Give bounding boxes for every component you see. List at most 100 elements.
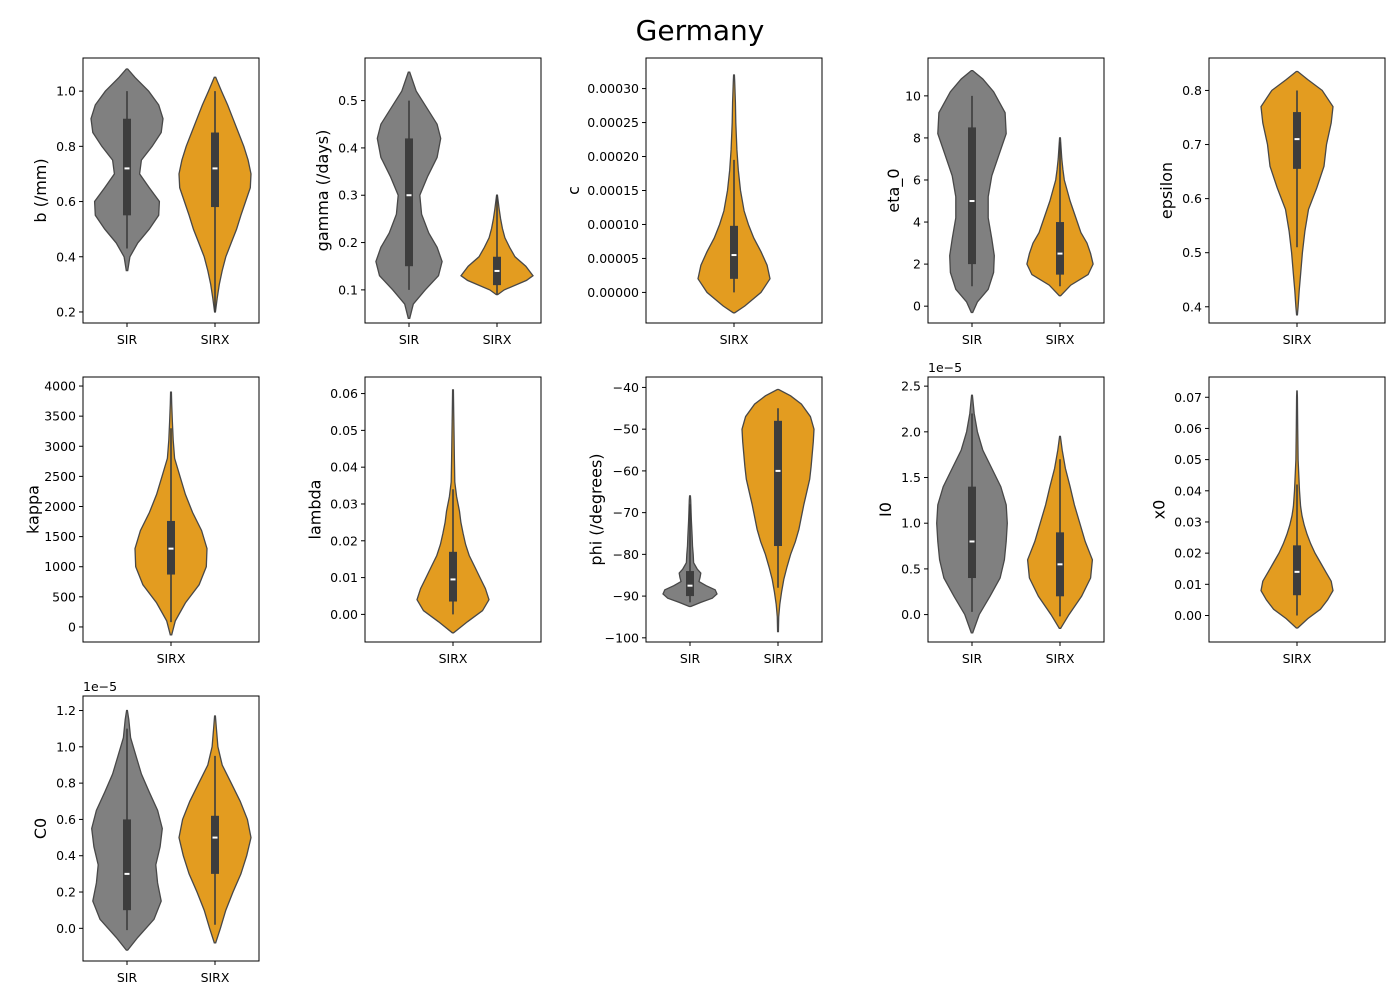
x-tick-label: SIR [117,970,138,985]
iqr-box-SIR [968,127,976,265]
iqr-box-SIRX [1293,112,1301,169]
y-tick-label: 6 [913,172,921,187]
median-SIRX [1294,570,1300,573]
y-tick-label: 1000 [44,559,76,574]
y-tick-label: 0.5 [338,93,358,108]
x-tick-label: SIRX [483,332,512,347]
x-tick-label: SIR [962,651,983,666]
y-axis-label: phi (/degrees) [587,453,606,565]
iqr-box-SIRX [1056,222,1064,275]
median-SIRX [1057,563,1063,566]
x-tick-label: SIR [680,651,701,666]
iqr-box-SIRX [730,225,738,279]
y-tick-label: 0.03 [1174,514,1202,529]
y-axis-label: C0 [31,818,50,839]
y-tick-label: 2500 [44,469,76,484]
y-tick-label: 0.06 [330,386,358,401]
y-tick-label: 0.2 [56,885,76,900]
y-tick-label: 0.4 [56,249,76,264]
y-tick-label: 0.4 [56,848,76,863]
x-tick-label: SIR [962,332,983,347]
y-tick-label: 0.00030 [587,81,639,96]
y-tick-label: 1.0 [56,84,76,99]
y-tick-label: 4000 [44,379,76,394]
y-tick-label: 0.02 [330,533,358,548]
y-tick-label: 0.2 [338,235,358,250]
y-tick-label: 0.00000 [587,285,639,300]
y-tick-label: 0.6 [56,194,76,209]
y-tick-label: 10 [905,88,921,103]
median-SIR [687,584,693,587]
x-tick-label: SIR [117,332,138,347]
iqr-box-SIRX [774,420,782,547]
median-SIRX [212,167,218,170]
subplot-c: 0.00000 0.00005 0.00010 0.00015 0.00020 0.000… [564,57,823,347]
y-axis-label: I0 [876,502,895,517]
axis-offset-label: 1e−5 [83,679,117,694]
y-tick-label: 2.5 [901,379,921,394]
y-tick-label: −40 [613,380,639,395]
y-tick-label: 0 [913,299,921,314]
axes-frame [364,57,542,324]
y-tick-label: 3000 [44,439,76,454]
iqr-box-SIRX [211,815,219,874]
y-tick-label: 0.01 [330,570,358,585]
iqr-box-SIR [123,118,131,216]
subplot-phi: −100 −90 −80 −70 −60 −50 −40 SIR SIRX phi (/degre… [587,376,823,666]
y-tick-label: 0.8 [56,139,76,154]
axis-offset-label: 1e−5 [928,360,962,375]
subplot-eta_0: 0 2 4 6 8 10 SIR SIRX eta_0 [884,57,1105,347]
x-tick-label: SIRX [1046,651,1075,666]
iqr-box-SIRX [211,132,219,208]
y-tick-label: 0.0 [56,921,76,936]
y-tick-label: 1.2 [56,703,76,718]
x-tick-label: SIRX [720,332,749,347]
y-tick-label: 0.01 [1174,577,1202,592]
y-tick-label: −100 [605,630,639,645]
median-SIR [124,872,130,875]
y-tick-label: 1.0 [901,516,921,531]
y-tick-label: 0.04 [330,460,358,475]
median-SIRX [1294,138,1300,141]
subplot-epsilon: 0.4 0.5 0.6 0.7 0.8 SIRX epsilon [1157,57,1386,347]
axes-frame [82,57,260,324]
figure-title: Germany [635,14,765,47]
y-tick-label: 0.00005 [587,251,639,266]
y-tick-label: −90 [613,589,639,604]
y-tick-label: 0.02 [1174,546,1202,561]
y-tick-label: 0.4 [1182,299,1202,314]
y-tick-label: 2000 [44,499,76,514]
subplot-gamma: 0.1 0.2 0.3 0.4 0.5 SIR SIRX gamma (/days) [313,57,542,347]
y-tick-label: 0.6 [1182,191,1202,206]
y-tick-label: 0.05 [330,423,358,438]
subplot-C0: 0.0 0.2 0.4 0.6 0.8 1.0 1.2 SIR SIRX C0 1e−5 [31,679,260,985]
y-axis-label: x0 [1150,500,1169,520]
y-tick-label: 1.0 [56,739,76,754]
y-tick-label: 0.00015 [587,183,639,198]
y-tick-label: 0.8 [1182,83,1202,98]
subplot-x0: 0.00 0.01 0.02 0.03 0.04 0.05 0.06 0.07 SIRX x0 [1150,376,1386,666]
x-tick-label: SIRX [1283,651,1312,666]
subplot-lambda: 0.00 0.01 0.02 0.03 0.04 0.05 0.06 SIRX lambda [306,376,542,666]
x-tick-label: SIRX [764,651,793,666]
subplot-I0: 0.0 0.5 1.0 1.5 2.0 2.5 SIR SIRX I0 1e−5 [876,360,1105,666]
subplot-b: 0.2 0.4 0.6 0.8 1.0 SIR SIRX b (/mm) [31,57,260,347]
y-tick-label: 0.00 [1174,608,1202,623]
median-SIRX [1057,252,1063,255]
y-tick-label: 0.00 [330,607,358,622]
y-tick-label: 0.05 [1174,452,1202,467]
y-tick-label: −80 [613,547,639,562]
y-tick-label: 3500 [44,409,76,424]
y-axis-label: epsilon [1157,162,1176,219]
y-tick-label: 0.5 [901,561,921,576]
y-tick-label: 0.2 [56,304,76,319]
y-tick-label: 0.00010 [587,217,639,232]
y-axis-label: gamma (/days) [313,130,332,252]
y-tick-label: 0.00025 [587,115,639,130]
y-tick-label: 0.4 [338,140,358,155]
median-SIRX [494,269,500,272]
median-SIRX [775,469,781,472]
iqr-box-SIR [686,571,694,597]
y-axis-label: c [564,186,583,195]
